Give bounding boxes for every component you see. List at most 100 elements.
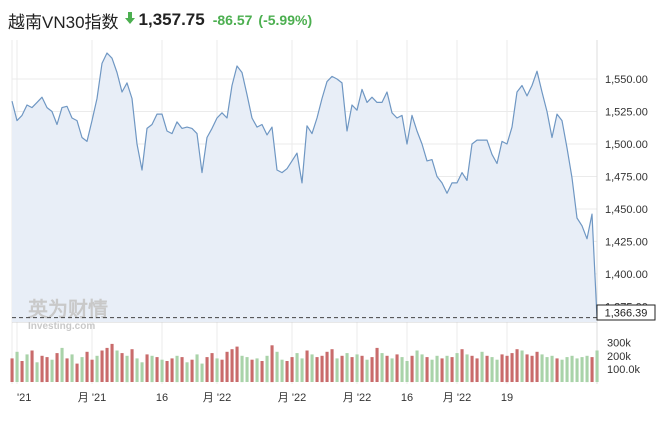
volume-bar (325, 351, 329, 382)
volume-bar (545, 357, 549, 382)
volume-bar (400, 357, 404, 382)
y-tick-label: 1,525.00 (605, 106, 648, 118)
volume-bar (55, 353, 59, 382)
volume-bar (205, 357, 209, 382)
volume-bar (175, 355, 179, 383)
volume-bar (265, 355, 269, 383)
volume-bar (585, 355, 589, 383)
volume-bar (465, 354, 469, 382)
y-axis: 1,550.00 1,525.00 1,500.00 1,475.00 1,450.00… (605, 74, 648, 313)
volume-bar (425, 357, 429, 382)
volume-bar (235, 346, 239, 382)
volume-bar (25, 354, 29, 382)
volume-bar (290, 357, 294, 382)
volume-bars (10, 343, 599, 383)
volume-bar (285, 361, 289, 382)
volume-bar (180, 357, 184, 382)
down-arrow-icon (124, 11, 135, 29)
volume-bar (480, 351, 484, 382)
volume-bar (295, 353, 299, 382)
volume-bar (410, 355, 414, 383)
volume-bar (120, 353, 124, 382)
volume-bar (595, 350, 599, 382)
volume-bar (105, 347, 109, 382)
volume-bar (450, 357, 454, 382)
volume-bar (320, 355, 324, 383)
price-change-percent: (-5.99%) (258, 12, 313, 28)
volume-bar (540, 354, 544, 382)
volume-bar (505, 355, 509, 383)
y-tick-label: 1,500.00 (605, 139, 648, 151)
volume-bar (130, 349, 134, 382)
watermark-brand: 英为财情 (28, 297, 108, 321)
volume-bar (350, 357, 354, 382)
volume-bar (550, 355, 554, 383)
volume-bar (565, 357, 569, 382)
volume-bar (160, 359, 164, 382)
volume-bar (85, 351, 89, 382)
volume-bar (385, 355, 389, 383)
area-fill (12, 53, 597, 322)
volume-bar (280, 359, 284, 382)
price-change: -86.57 (212, 12, 253, 28)
volume-bar (415, 350, 419, 382)
volume-bar (190, 359, 194, 382)
x-tick-label: 16 (401, 392, 413, 404)
volume-bar (65, 358, 69, 382)
volume-bar (115, 350, 119, 382)
volume-tick-label: 100.0k (607, 364, 641, 376)
x-axis: '21 月 '21 16 月 '22 月 '22 月 '22 16 月 '22 19 (17, 392, 513, 404)
price-line[interactable] (11, 52, 598, 318)
volume-bar (555, 358, 559, 382)
x-tick-label: '21 (17, 392, 31, 404)
last-value-label: 1,366.39 (596, 304, 656, 321)
volume-bar (245, 357, 249, 382)
volume-bar (390, 358, 394, 382)
volume-bar (170, 358, 174, 382)
volume-bar (210, 353, 214, 382)
volume-bar (80, 357, 84, 382)
volume-bar (490, 357, 494, 382)
volume-bar (270, 345, 274, 383)
volume-bar (40, 355, 44, 383)
volume-bar (365, 359, 369, 382)
x-tick-label: 月 '22 (443, 392, 471, 404)
volume-bar (110, 343, 114, 382)
volume-bar (220, 359, 224, 382)
volume-tick-label: 200k (607, 351, 631, 363)
volume-bar (575, 358, 579, 382)
volume-bar (60, 347, 64, 382)
volume-bar (495, 359, 499, 382)
y-tick-label: 1,550.00 (605, 74, 648, 86)
volume-bar (315, 357, 319, 382)
volume-bar (470, 355, 474, 383)
volume-bar (100, 350, 104, 382)
volume-bar (430, 359, 434, 382)
investing-watermark: 英为财情 Investing.com (28, 297, 108, 332)
volume-bar (185, 362, 189, 382)
last-price: 1,357.75 (138, 10, 205, 29)
x-tick-label: 16 (156, 392, 168, 404)
x-tick-label: 月 '22 (278, 392, 306, 404)
volume-bar (370, 357, 374, 382)
volume-bar (380, 353, 384, 382)
y-tick-label: 1,425.00 (605, 236, 648, 248)
volume-bar (560, 359, 564, 382)
volume-bar (485, 355, 489, 383)
volume-bar (135, 358, 139, 382)
price-area (11, 52, 598, 322)
volume-bar (90, 359, 94, 382)
volume-bar (405, 361, 409, 382)
volume-bar (20, 361, 24, 382)
volume-bar (75, 363, 79, 382)
volume-bar (475, 358, 479, 382)
volume-bar (260, 361, 264, 382)
y-tick-label: 1,450.00 (605, 204, 648, 216)
volume-bar (395, 354, 399, 382)
y-tick-label: 1,475.00 (605, 171, 648, 183)
volume-bar (520, 350, 524, 382)
x-tick-label: 月 '22 (343, 392, 371, 404)
volume-bar (500, 354, 504, 382)
